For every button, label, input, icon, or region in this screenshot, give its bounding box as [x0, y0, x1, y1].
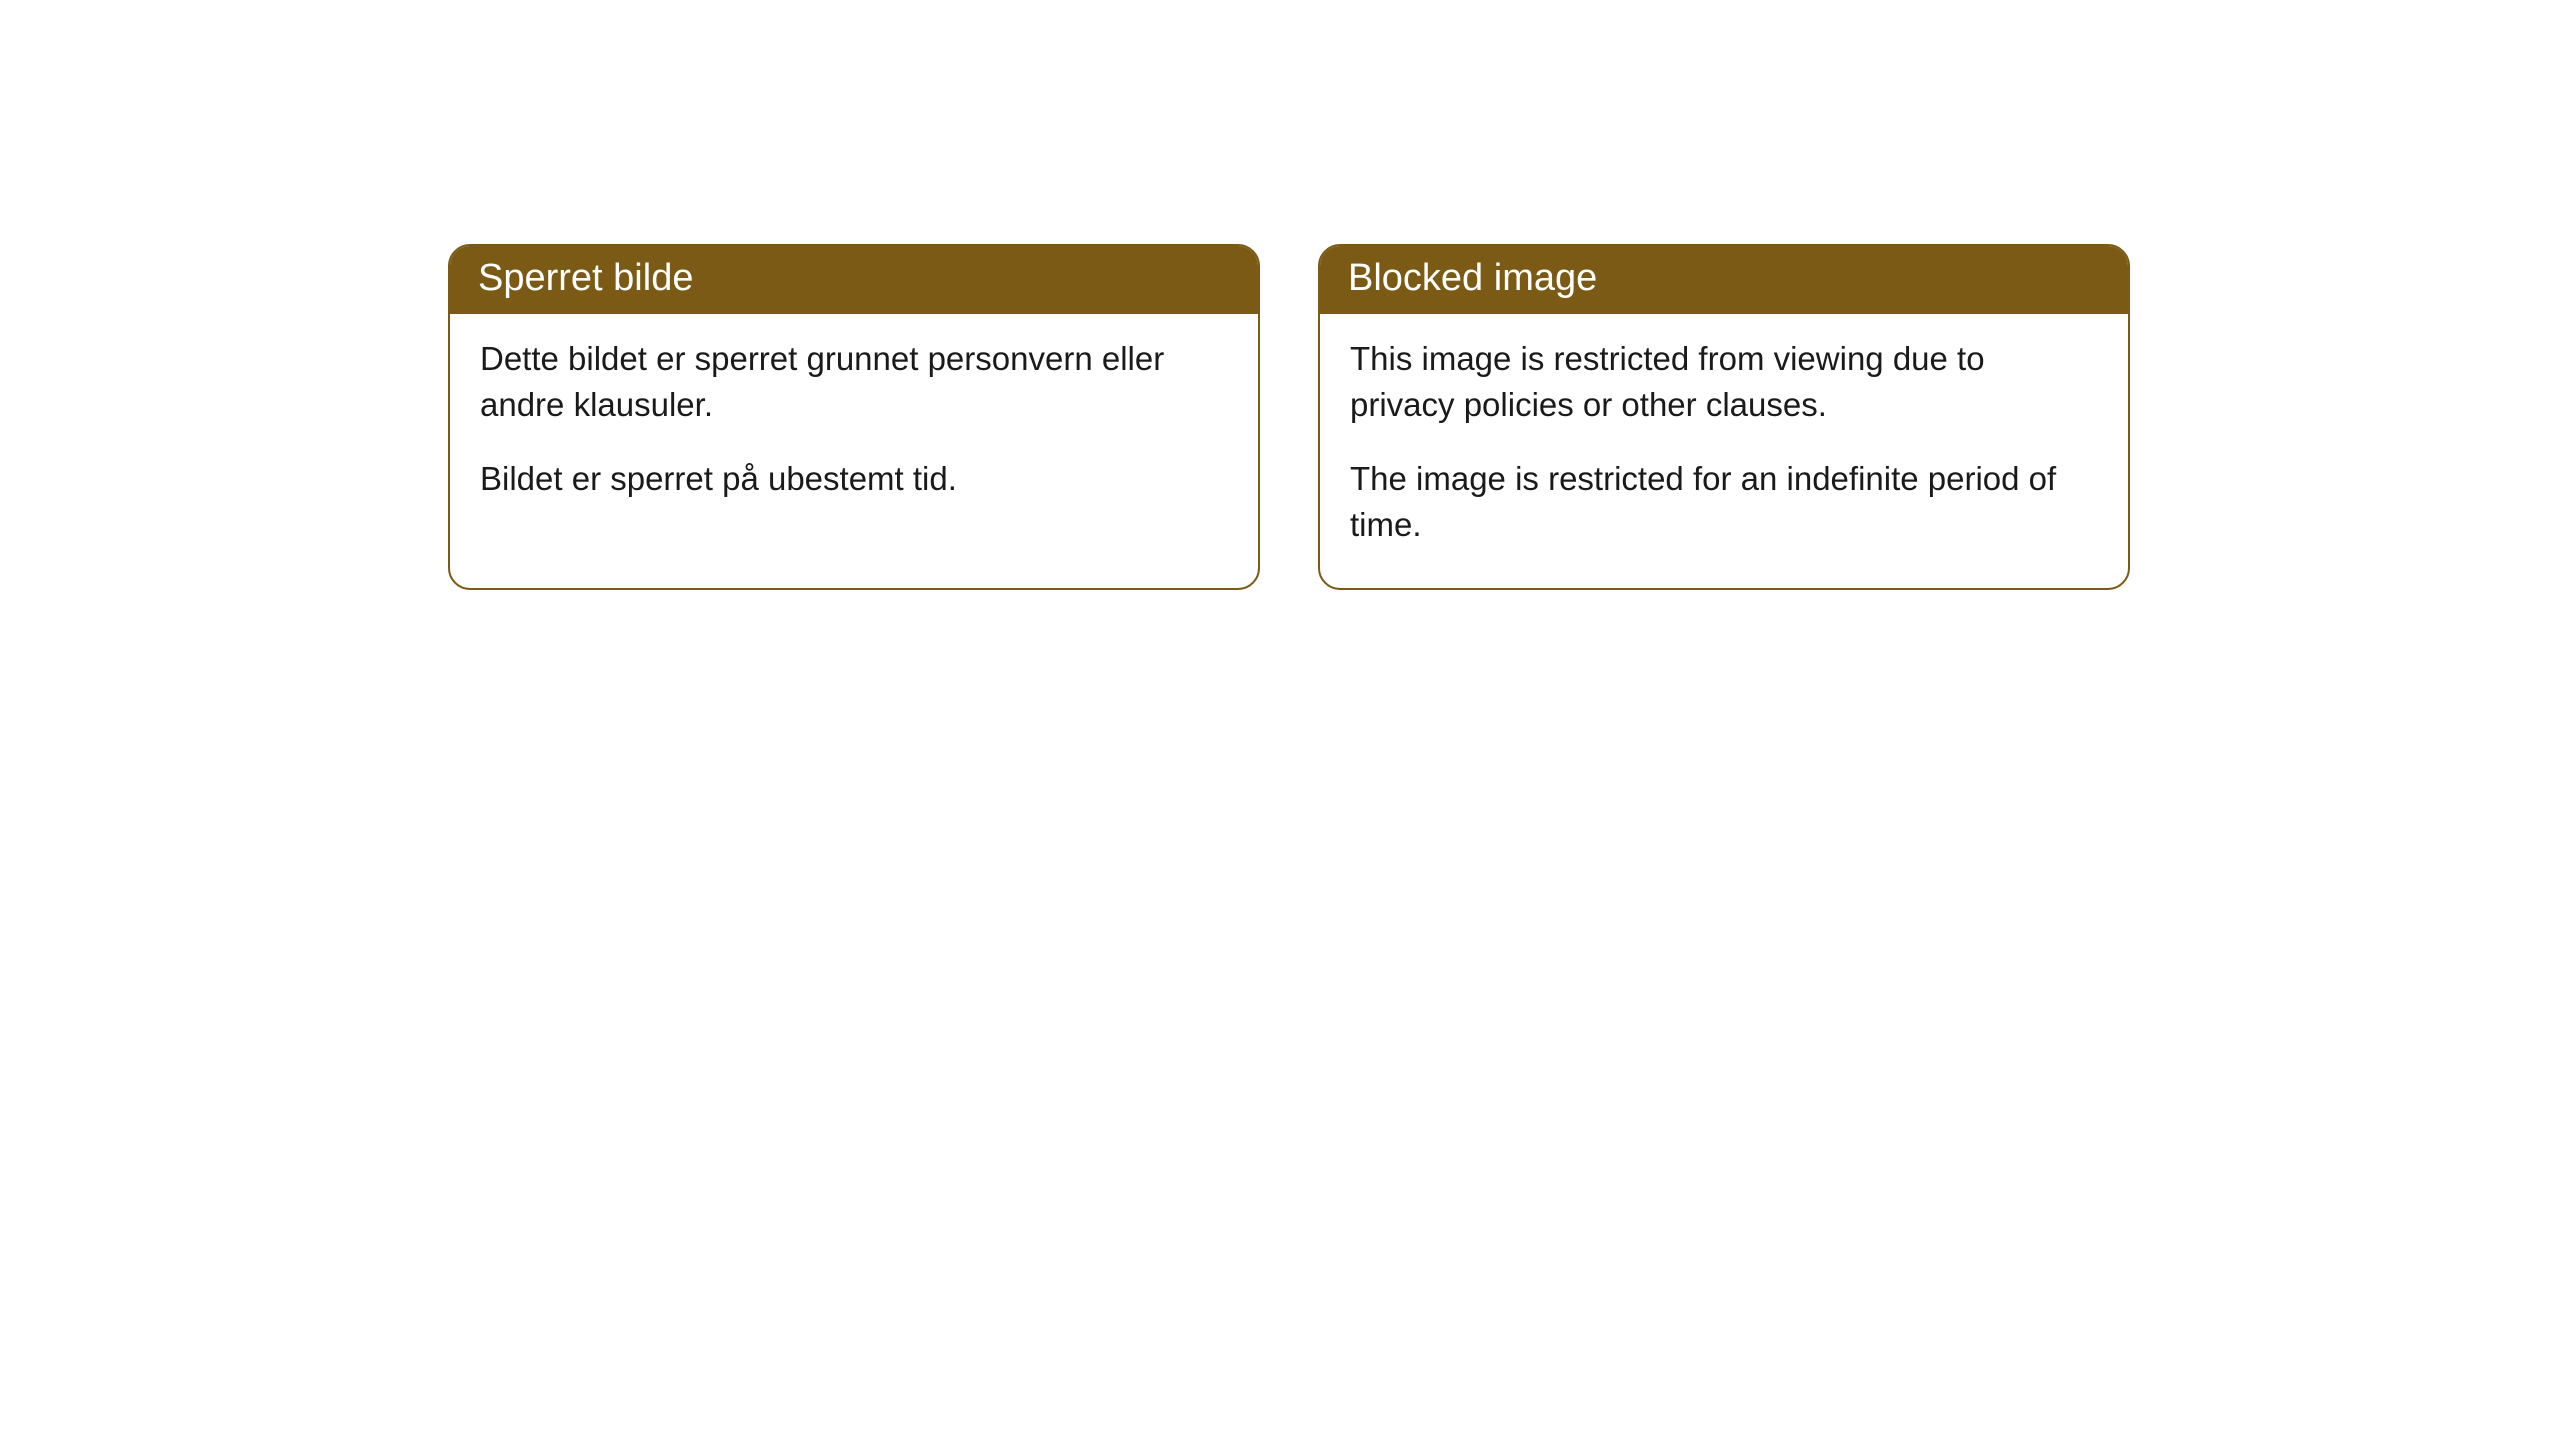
card-paragraph-1-english: This image is restricted from viewing du… [1350, 336, 2098, 428]
blocked-image-card-norwegian: Sperret bilde Dette bildet er sperret gr… [448, 244, 1260, 590]
card-paragraph-2-norwegian: Bildet er sperret på ubestemt tid. [480, 456, 1228, 502]
card-body-norwegian: Dette bildet er sperret grunnet personve… [450, 314, 1258, 543]
card-body-english: This image is restricted from viewing du… [1320, 314, 2128, 589]
notice-container: Sperret bilde Dette bildet er sperret gr… [448, 244, 2130, 590]
blocked-image-card-english: Blocked image This image is restricted f… [1318, 244, 2130, 590]
card-header-norwegian: Sperret bilde [450, 246, 1258, 314]
card-paragraph-1-norwegian: Dette bildet er sperret grunnet personve… [480, 336, 1228, 428]
card-paragraph-2-english: The image is restricted for an indefinit… [1350, 456, 2098, 548]
card-header-english: Blocked image [1320, 246, 2128, 314]
